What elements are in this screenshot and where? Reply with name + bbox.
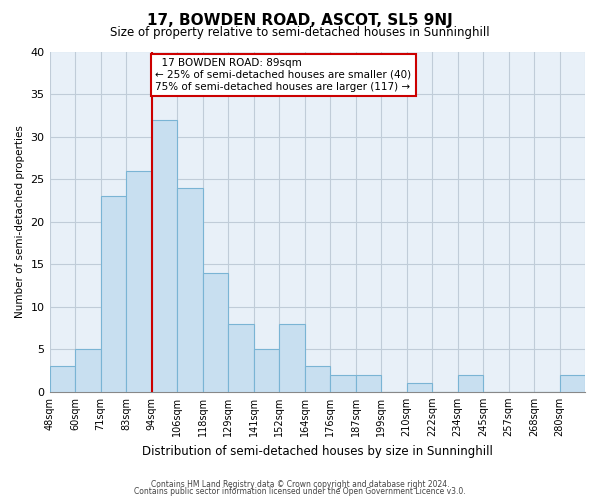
X-axis label: Distribution of semi-detached houses by size in Sunninghill: Distribution of semi-detached houses by … — [142, 444, 493, 458]
Text: Size of property relative to semi-detached houses in Sunninghill: Size of property relative to semi-detach… — [110, 26, 490, 39]
Bar — [254, 350, 279, 392]
Bar — [203, 272, 228, 392]
Bar — [407, 384, 432, 392]
Bar — [126, 170, 152, 392]
Bar — [305, 366, 330, 392]
Bar — [101, 196, 126, 392]
Text: Contains HM Land Registry data © Crown copyright and database right 2024.: Contains HM Land Registry data © Crown c… — [151, 480, 449, 489]
Bar — [75, 350, 101, 392]
Bar — [228, 324, 254, 392]
Bar — [458, 375, 483, 392]
Bar — [50, 366, 75, 392]
Text: Contains public sector information licensed under the Open Government Licence v3: Contains public sector information licen… — [134, 487, 466, 496]
Bar — [560, 375, 585, 392]
Y-axis label: Number of semi-detached properties: Number of semi-detached properties — [15, 125, 25, 318]
Text: 17, BOWDEN ROAD, ASCOT, SL5 9NJ: 17, BOWDEN ROAD, ASCOT, SL5 9NJ — [147, 12, 453, 28]
Text: 17 BOWDEN ROAD: 89sqm
← 25% of semi-detached houses are smaller (40)
75% of semi: 17 BOWDEN ROAD: 89sqm ← 25% of semi-deta… — [155, 58, 412, 92]
Bar — [177, 188, 203, 392]
Bar — [152, 120, 177, 392]
Bar — [330, 375, 356, 392]
Bar — [356, 375, 381, 392]
Bar — [279, 324, 305, 392]
